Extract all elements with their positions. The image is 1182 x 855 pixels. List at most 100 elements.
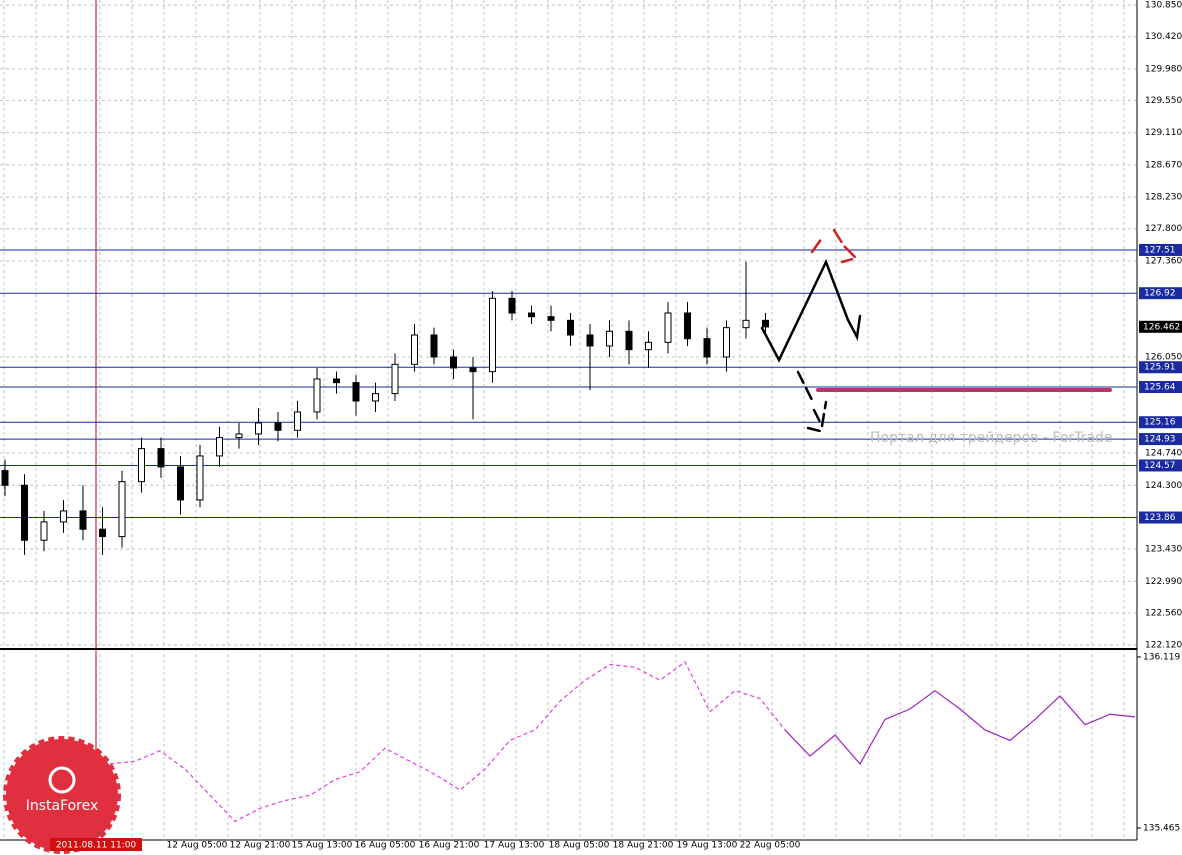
candle-body: [235, 433, 243, 439]
level-tag: [1139, 511, 1182, 524]
x-tick-label: 16 Aug 05:00: [355, 841, 416, 851]
candle-body: [762, 319, 769, 328]
forecast-up: [760, 258, 862, 363]
indicator-line: [784, 689, 1136, 765]
candle-body: [723, 327, 730, 358]
y2-tick-label: 136.119: [1143, 652, 1180, 662]
candle-body: [40, 521, 48, 541]
logo-icon: [48, 766, 76, 794]
level-tag: [1139, 287, 1182, 300]
y-tick-label: 123.430: [1145, 545, 1182, 555]
level-tag: [1139, 433, 1182, 446]
price-tag: [1139, 320, 1182, 333]
candle-body: [489, 297, 496, 373]
candles: [1, 261, 769, 555]
x-tick-label: 18 Aug 21:00: [613, 841, 674, 851]
candle-body: [411, 334, 418, 365]
grid: [0, 0, 1137, 840]
y2-tick-label: 135.465: [1143, 823, 1180, 833]
candle-body: [528, 312, 535, 318]
candle-body: [742, 319, 750, 329]
x-tick-label: 12 Aug 05:00: [167, 841, 228, 851]
candle-body: [586, 334, 594, 347]
candle-body: [274, 422, 282, 431]
level-tag: [1139, 459, 1182, 472]
x-tick-label: 17 Aug 13:00: [484, 841, 545, 851]
candle-body: [664, 312, 672, 343]
forecast-down: [796, 370, 828, 434]
level-label: 125.91: [1144, 363, 1176, 373]
x-tick-label: 15 Aug 13:00: [292, 841, 353, 851]
candle-body: [216, 437, 223, 457]
x-tick-label: 19 Aug 13:00: [677, 841, 738, 851]
level-label: 125.64: [1144, 383, 1176, 393]
forecast-red: [810, 228, 859, 264]
y-tick-label: 122.990: [1145, 577, 1182, 587]
candle-body: [567, 319, 574, 336]
y-tick-label: 124.740: [1145, 449, 1182, 459]
y-tick-label: 126.050: [1145, 352, 1182, 362]
level-tag: [1139, 243, 1182, 256]
candle-body: [138, 448, 145, 483]
forecast: [760, 228, 1112, 434]
x-tick-label: 18 Aug 05:00: [549, 841, 610, 851]
y-tick-label: 129.550: [1145, 96, 1182, 106]
level-label: 124.57: [1144, 461, 1176, 471]
candle-body: [99, 528, 106, 538]
level-tag: [1139, 381, 1182, 394]
candle-body: [508, 297, 516, 314]
y-tick-label: 130.420: [1145, 32, 1182, 42]
candle-body: [118, 481, 126, 538]
candle-body: [60, 510, 67, 523]
candle-body: [255, 422, 262, 435]
candle-body: [177, 466, 184, 501]
y-tick-label: 122.560: [1145, 608, 1182, 618]
y-tick-label: 129.980: [1145, 64, 1182, 74]
candle-body: [703, 338, 711, 358]
level-label: 126.92: [1144, 289, 1176, 299]
candle-body: [313, 378, 321, 413]
level-label: 123.86: [1144, 513, 1176, 523]
candle-body: [391, 363, 399, 395]
logo: InstaForex: [3, 736, 121, 854]
candle-body: [352, 382, 360, 402]
y-tick-label: 127.360: [1145, 256, 1182, 266]
indicator: [109, 661, 1136, 823]
level-label: 124.93: [1144, 435, 1176, 445]
y-tick-label: 124.300: [1145, 481, 1182, 491]
axis-labels: 130.850 130.420 129.980 129.550 129.110 128.6…: [50, 1, 1182, 851]
candle-body: [606, 330, 613, 347]
candle-body: [625, 330, 633, 351]
y-tick-label: 130.850: [1145, 1, 1182, 11]
x-tick-label: 12 Aug 21:00: [230, 841, 291, 851]
logo-badge: [3, 736, 121, 854]
y-tick-label: 127.800: [1145, 224, 1182, 234]
price-label: 126.462: [1143, 322, 1180, 332]
logo-text: InstaForex: [26, 798, 99, 814]
candle-body: [294, 411, 301, 431]
candle-body: [21, 484, 28, 541]
candle-body: [333, 378, 340, 384]
candle-body: [684, 312, 691, 340]
candle-body: [372, 393, 379, 402]
level-label: 127.51: [1144, 245, 1176, 255]
cursor-label: 2011.08.11 11:00: [56, 841, 137, 851]
level-tag: [1139, 416, 1182, 429]
level-tag: [1139, 361, 1182, 374]
y-tick-label: 129.110: [1145, 128, 1182, 138]
levels: [0, 249, 1137, 519]
cursor-tag: [50, 838, 142, 851]
candle-body: [430, 334, 438, 358]
candle-body: [196, 455, 204, 501]
candle-body: [157, 448, 165, 468]
candle-body: [645, 341, 652, 351]
level-label: 125.16: [1144, 418, 1176, 428]
candle-body: [450, 356, 457, 369]
x-tick-label: 16 Aug 21:00: [419, 841, 480, 851]
y-tick-label: 128.670: [1145, 160, 1182, 170]
y-tick-label: 128.230: [1145, 193, 1182, 203]
x-tick-label: 22 Aug 05:00: [740, 841, 801, 851]
candle-body: [1, 470, 9, 486]
